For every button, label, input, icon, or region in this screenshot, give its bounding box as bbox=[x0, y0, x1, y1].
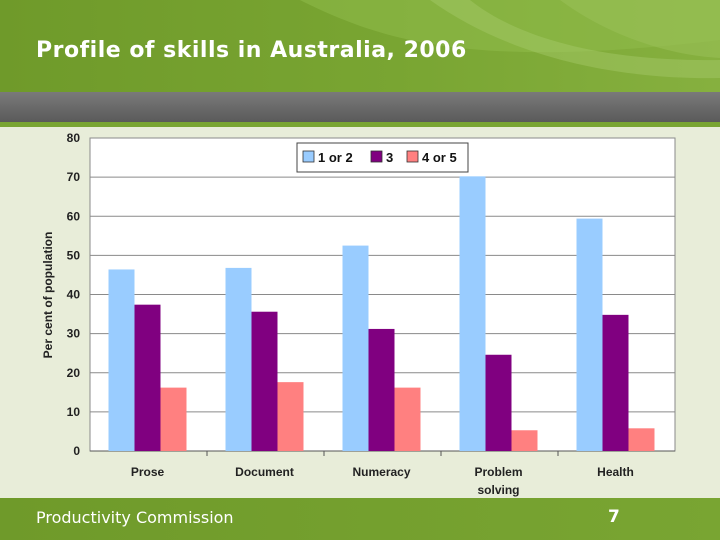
bar-3-1 bbox=[485, 354, 512, 451]
x-category-label: Problem bbox=[474, 465, 522, 479]
page-title: Profile of skills in Australia, 2006 bbox=[36, 38, 467, 63]
x-category-label: Prose bbox=[131, 465, 165, 479]
header-divider-band bbox=[0, 92, 720, 122]
y-tick-label: 60 bbox=[67, 209, 81, 223]
bar-0-0 bbox=[108, 269, 135, 451]
legend-swatch-0 bbox=[302, 150, 315, 163]
y-tick-label: 40 bbox=[67, 288, 81, 302]
header-divider-line bbox=[0, 122, 720, 127]
bar-1-1 bbox=[251, 311, 278, 451]
bar-1-2 bbox=[277, 382, 304, 451]
y-tick-label: 80 bbox=[67, 131, 81, 145]
y-tick-label: 0 bbox=[73, 444, 80, 458]
page-number: 7 bbox=[608, 507, 620, 527]
x-category-label: Document bbox=[235, 465, 294, 479]
x-category-label: Health bbox=[597, 465, 634, 479]
header-bar: Profile of skills in Australia, 2006 bbox=[0, 0, 720, 92]
bar-3-2 bbox=[511, 430, 538, 451]
y-tick-label: 30 bbox=[67, 327, 81, 341]
bar-0-1 bbox=[134, 304, 161, 451]
bar-4-2 bbox=[628, 428, 655, 451]
footer-bar: Productivity Commission 7 bbox=[0, 498, 720, 540]
legend-label-0: 1 or 2 bbox=[318, 150, 353, 165]
bar-2-1 bbox=[368, 328, 395, 451]
legend-label-2: 4 or 5 bbox=[422, 150, 457, 165]
y-tick-label: 10 bbox=[67, 405, 81, 419]
bar-4-1 bbox=[602, 314, 629, 451]
y-axis-title: Per cent of population bbox=[41, 232, 55, 359]
x-category-label: solving bbox=[477, 483, 519, 497]
legend-box bbox=[296, 142, 469, 173]
bar-0-2 bbox=[160, 387, 187, 451]
bar-2-2 bbox=[394, 387, 421, 451]
y-tick-label: 20 bbox=[67, 366, 81, 380]
bar-2-0 bbox=[342, 245, 369, 451]
legend-swatch-2 bbox=[406, 150, 419, 163]
skills-bar-chart: 0 10 20 30 40 50 60 70 80 Prose Document Numeracy P… bbox=[41, 131, 676, 497]
legend: 1 or 2 3 4 or 5 bbox=[296, 142, 469, 173]
legend-swatch-1 bbox=[370, 150, 383, 163]
legend-label-1: 3 bbox=[386, 150, 393, 165]
y-tick-label: 70 bbox=[67, 170, 81, 184]
decorative-swoosh bbox=[300, 0, 720, 79]
x-category-label: Numeracy bbox=[352, 465, 410, 479]
y-tick-label: 50 bbox=[67, 248, 81, 262]
footer-organisation: Productivity Commission bbox=[36, 508, 234, 527]
bar-4-0 bbox=[576, 218, 603, 451]
bar-3-0 bbox=[459, 176, 486, 451]
bar-1-0 bbox=[225, 267, 252, 451]
